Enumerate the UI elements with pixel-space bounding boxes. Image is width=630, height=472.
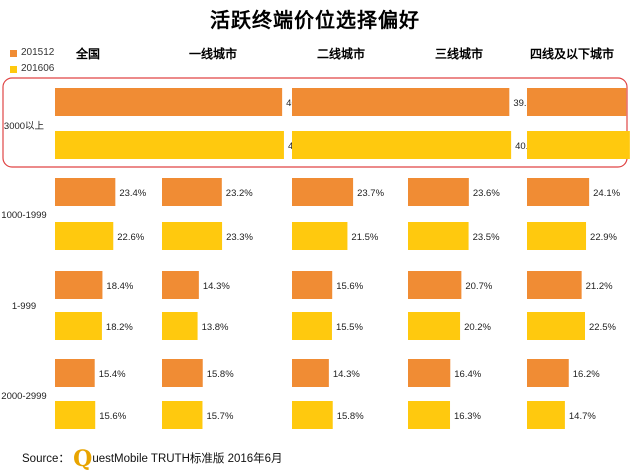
category-label: 1-999	[12, 301, 36, 312]
data-label: 22.5%	[589, 322, 616, 333]
bar	[527, 401, 565, 429]
data-label: 16.2%	[573, 369, 600, 380]
data-label: 22.9%	[590, 232, 617, 243]
panel-header: 四线及以下城市	[530, 46, 614, 61]
data-label: 15.4%	[99, 369, 126, 380]
questmobile-logo-q: Q	[73, 446, 93, 472]
panel-header: 全国	[75, 46, 100, 61]
data-label: 23.2%	[226, 188, 253, 199]
data-label: 23.7%	[357, 188, 384, 199]
bar	[408, 131, 512, 159]
bar	[162, 131, 284, 159]
data-label: 14.7%	[569, 411, 596, 422]
data-label: 15.7%	[206, 411, 233, 422]
bar	[55, 131, 168, 159]
legend-item-201606: 201606	[10, 61, 54, 77]
bar	[162, 222, 223, 250]
highlight-box	[2, 77, 628, 168]
bar	[527, 222, 587, 250]
bar	[408, 222, 469, 250]
bar	[527, 312, 586, 340]
bar	[408, 88, 510, 116]
bar	[55, 401, 96, 429]
bar	[162, 401, 203, 429]
bar	[292, 271, 333, 299]
data-label: 15.8%	[337, 411, 364, 422]
panel-header: 一线城市	[189, 46, 237, 61]
panel-header: 三线城市	[435, 46, 483, 61]
legend-swatch-201606	[10, 65, 17, 73]
data-label: 23.5%	[473, 232, 500, 243]
legend-swatch-201512	[10, 49, 17, 57]
bar	[292, 401, 333, 429]
bar	[292, 88, 412, 116]
data-label: 22.6%	[117, 232, 144, 243]
legend-label-201606: 201606	[21, 63, 55, 74]
data-label: 14.3%	[203, 281, 230, 292]
source-note: Source： QuestMobile TRUTH标准版 2016年6月	[22, 446, 283, 472]
data-label: 14.3%	[333, 369, 360, 380]
bar	[527, 178, 590, 206]
bar	[162, 312, 198, 340]
bar	[162, 271, 199, 299]
bar	[292, 131, 414, 159]
bar	[408, 401, 451, 429]
data-label: 13.8%	[202, 322, 229, 333]
bar	[55, 178, 116, 206]
data-label: 21.2%	[586, 281, 613, 292]
legend-item-201512: 201512	[10, 45, 54, 61]
data-label: 23.6%	[473, 188, 500, 199]
data-label: 18.4%	[106, 281, 133, 292]
legend: 201512 201606	[10, 45, 54, 77]
bar	[408, 178, 469, 206]
source-text: uestMobile TRUTH标准版 2016年6月	[92, 453, 283, 465]
data-label: 18.2%	[106, 322, 133, 333]
bar	[55, 359, 95, 387]
data-label: 16.4%	[454, 369, 481, 380]
data-label: 15.6%	[336, 281, 363, 292]
bar	[527, 88, 627, 116]
chart-title: 活跃终端价位选择偏好	[210, 10, 420, 32]
data-label: 20.2%	[464, 322, 491, 333]
bar	[527, 359, 569, 387]
bar	[292, 178, 354, 206]
source-prefix: Source：	[22, 453, 70, 465]
category-label: 2000-2999	[1, 391, 46, 402]
category-label: 1000-1999	[1, 210, 46, 221]
bar	[408, 359, 451, 387]
data-label: 23.3%	[226, 232, 253, 243]
bar	[55, 271, 103, 299]
bar	[408, 312, 461, 340]
bar	[55, 88, 166, 116]
bar	[162, 178, 222, 206]
bar	[55, 312, 102, 340]
bar	[292, 312, 332, 340]
bar	[55, 222, 114, 250]
data-label: 23.4%	[119, 188, 146, 199]
data-label: 24.1%	[593, 188, 620, 199]
data-label: 16.3%	[454, 411, 481, 422]
data-label: 15.6%	[99, 411, 126, 422]
bar	[527, 131, 630, 159]
bar	[408, 271, 462, 299]
panel-header: 二线城市	[317, 46, 365, 61]
data-label: 15.5%	[336, 322, 363, 333]
bar	[162, 88, 283, 116]
data-label: 21.5%	[351, 232, 378, 243]
category-label: 3000以上	[4, 121, 45, 132]
data-label: 20.7%	[465, 281, 492, 292]
bar	[292, 359, 329, 387]
data-label: 15.8%	[207, 369, 234, 380]
bar	[292, 222, 348, 250]
bar	[527, 271, 582, 299]
legend-label-201512: 201512	[21, 47, 55, 58]
bar	[162, 359, 203, 387]
